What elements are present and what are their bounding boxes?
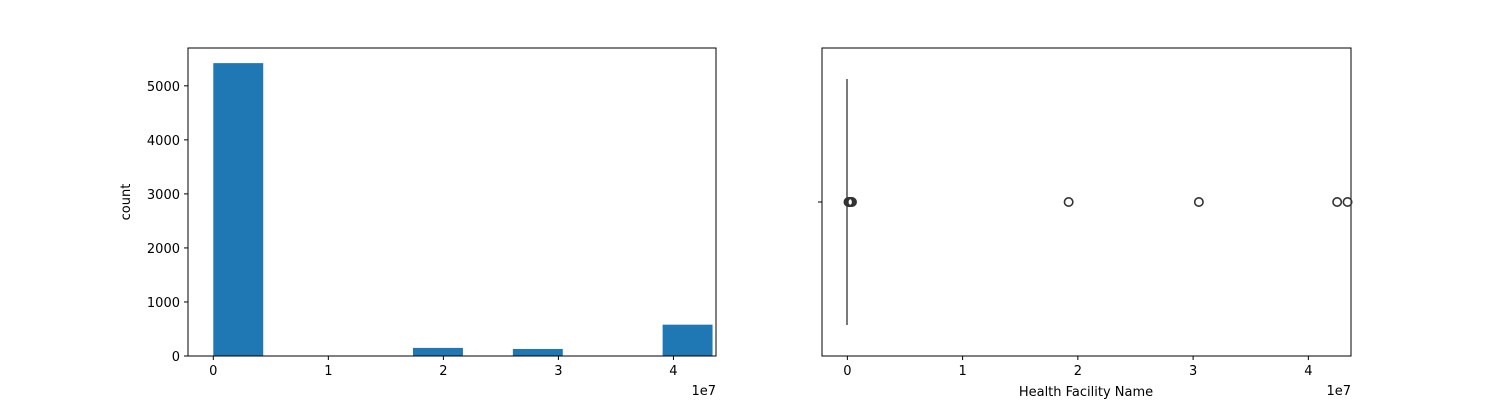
histogram-x-ticks: 0 1 2 3 4: [209, 356, 678, 379]
boxplot-outliers: [843, 197, 1353, 208]
histogram-bar: [213, 63, 264, 357]
boxplot-outlier-point: [846, 197, 857, 208]
histogram-y-ticks: 0 1000 2000 3000 4000 5000: [147, 80, 188, 365]
histogram-y-tick-label: 2000: [147, 242, 180, 257]
histogram-x-offset-label: 1e7: [691, 384, 716, 399]
histogram-panel: 0 1 2 3 4 0 1000 2000 3000 4000 5000 count 1e7: [119, 47, 717, 399]
histogram-y-tick-label: 3000: [147, 188, 180, 203]
histogram-x-tick-label: 3: [554, 364, 562, 379]
histogram-x-tick-label: 1: [324, 364, 332, 379]
boxplot-outlier-point: [1342, 197, 1353, 208]
histogram-x-tick-label: 4: [669, 364, 677, 379]
boxplot-outlier-point: [1063, 197, 1074, 208]
boxplot-x-tick-label: 2: [1074, 364, 1082, 379]
histogram-y-tick-label: 5000: [147, 80, 180, 95]
boxplot-panel: 0 1 2 3 4 Health Facility Name 1e7: [818, 47, 1353, 400]
boxplot-x-tick-label: 4: [1304, 364, 1312, 379]
histogram-bar: [512, 348, 563, 356]
histogram-y-tick-label: 0: [172, 350, 180, 365]
histogram-y-tick-label: 4000: [147, 134, 180, 149]
boxplot-x-tick-label: 0: [843, 364, 851, 379]
histogram-y-tick-label: 1000: [147, 296, 180, 311]
boxplot-x-axis-label: Health Facility Name: [1019, 385, 1153, 400]
histogram-x-tick-label: 2: [439, 364, 447, 379]
boxplot-x-tick-label: 1: [958, 364, 966, 379]
boxplot-outlier-point: [1193, 197, 1204, 208]
boxplot-x-tick-label: 3: [1189, 364, 1197, 379]
histogram-frame: [187, 47, 717, 357]
boxplot-frame: [821, 47, 1352, 357]
histogram-x-tick-label: 0: [209, 364, 217, 379]
histogram-bar: [413, 347, 463, 356]
histogram-bar: [662, 324, 713, 356]
histogram-y-axis-label: count: [119, 184, 134, 221]
boxplot-x-offset-label: 1e7: [1326, 384, 1351, 399]
boxplot-outlier-point: [1332, 197, 1343, 208]
boxplot-x-ticks: 0 1 2 3 4: [843, 356, 1312, 379]
histogram-bars: [213, 63, 713, 357]
